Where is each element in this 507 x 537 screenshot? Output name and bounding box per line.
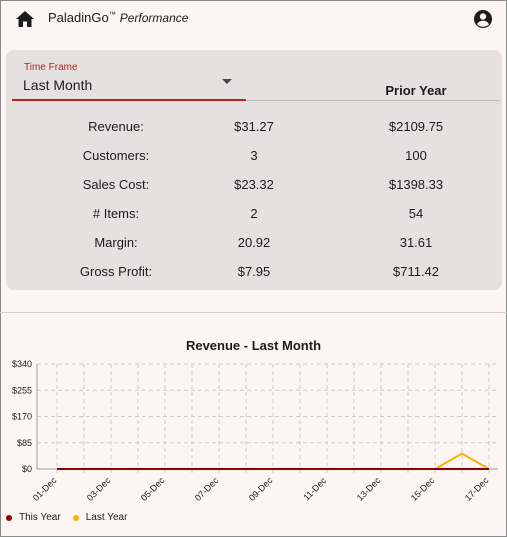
- metric-current: $7.95: [237, 264, 271, 279]
- legend-label: This Year: [19, 512, 61, 523]
- last-year-dot: [72, 514, 79, 521]
- x-tick-label: 05-Dec: [139, 475, 167, 503]
- metric-current: 3: [250, 148, 258, 163]
- time-frame-underline: [12, 99, 246, 101]
- metric-row-customers: Customers: 3 100: [6, 148, 502, 168]
- y-tick-label: $170: [12, 412, 32, 422]
- home-icon[interactable]: [14, 9, 36, 29]
- trademark-symbol: ™: [108, 11, 116, 19]
- metric-label: Customers:: [82, 148, 150, 163]
- app-title: PaladinGo™ Performance: [48, 10, 188, 25]
- x-tick-label: 01-Dec: [31, 475, 59, 503]
- prior-year-header: Prior Year: [385, 83, 447, 98]
- metric-label: # Items:: [92, 206, 140, 221]
- metric-current: 2: [250, 206, 258, 221]
- metric-prior: 54: [408, 206, 424, 221]
- account-circle-icon[interactable]: [473, 9, 493, 29]
- chart-legend: This Year Last Year: [6, 512, 127, 523]
- metric-row-margin: Margin: 20.92 31.61: [6, 235, 502, 255]
- app-subtitle: Performance: [119, 11, 189, 25]
- x-tick-label: 17-Dec: [463, 475, 491, 503]
- chart-title: Revenue - Last Month: [185, 338, 322, 353]
- metric-row-revenue: Revenue: $31.27 $2109.75: [6, 119, 502, 139]
- metric-row-gross-profit: Gross Profit: $7.95 $711.42: [6, 264, 502, 284]
- this-year-dot: [6, 514, 12, 521]
- dropdown-arrow-icon[interactable]: [221, 76, 233, 86]
- time-frame-label: Time Frame: [24, 62, 78, 73]
- legend-item-last-year[interactable]: Last Year: [72, 512, 128, 523]
- x-tick-label: 03-Dec: [85, 475, 113, 503]
- metric-label: Sales Cost:: [82, 177, 150, 192]
- metric-prior: 31.61: [399, 235, 433, 250]
- metric-label: Margin:: [94, 235, 138, 250]
- x-tick-label: 11-Dec: [301, 475, 328, 502]
- metric-label: Revenue:: [88, 119, 144, 134]
- metric-prior: 100: [405, 148, 427, 163]
- x-tick-label: 07-Dec: [193, 475, 221, 503]
- y-tick-label: $0: [22, 464, 32, 474]
- legend-label: Last Year: [85, 512, 128, 523]
- x-tick-label: 09-Dec: [247, 475, 275, 503]
- y-tick-label: $85: [17, 438, 32, 448]
- app-bar: PaladinGo™ Performance: [0, 0, 507, 38]
- section-divider: [0, 312, 507, 313]
- metric-current: 20.92: [237, 235, 271, 250]
- x-tick-label: 13-Dec: [355, 475, 383, 503]
- time-frame-value: Last Month: [23, 77, 93, 93]
- metric-prior: $711.42: [392, 264, 440, 279]
- metric-current: $31.27: [234, 119, 274, 134]
- y-tick-label: $255: [12, 385, 32, 395]
- revenue-chart: $0 $85 $170 $255 $340 01-Dec 03-Dec 05-Dec 07-De…: [12, 359, 498, 503]
- metric-label: Gross Profit:: [79, 264, 153, 279]
- y-tick-label: $340: [12, 359, 32, 369]
- metric-current: $23.32: [234, 177, 274, 192]
- x-tick-label: 15-Dec: [409, 475, 437, 503]
- metric-row-items: # Items: 2 54: [6, 206, 502, 226]
- performance-card: Time Frame Last Month Prior Year Revenue…: [6, 50, 502, 290]
- legend-item-this-year[interactable]: This Year: [6, 512, 61, 523]
- metric-row-sales-cost: Sales Cost: $23.32 $1398.33: [6, 177, 502, 197]
- app-name: PaladinGo: [48, 10, 109, 25]
- metric-prior: $2109.75: [388, 119, 444, 134]
- header-divider: [246, 100, 500, 101]
- metric-prior: $1398.33: [388, 177, 444, 192]
